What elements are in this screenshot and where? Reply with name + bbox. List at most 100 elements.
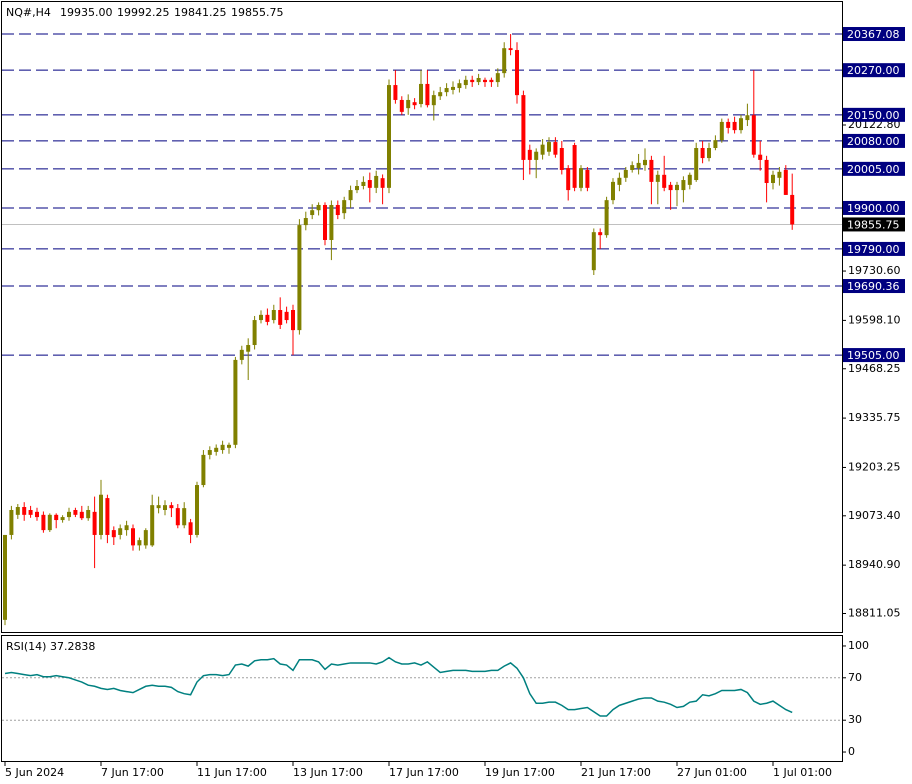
candle-body	[553, 142, 558, 155]
candle-body	[380, 178, 385, 188]
candle-body	[470, 79, 475, 83]
candle-body	[156, 505, 161, 509]
candle-body	[361, 181, 366, 186]
candle-body	[636, 162, 641, 169]
x-tick-label: 19 Jun 17:00	[485, 766, 555, 779]
candle-body	[655, 174, 660, 182]
level-label-box	[843, 27, 905, 42]
candle-body	[316, 204, 321, 211]
candle-body	[668, 184, 673, 191]
candle-body	[201, 454, 206, 486]
candle-body	[457, 83, 462, 89]
candle-body	[425, 83, 430, 106]
x-tick-label: 13 Jun 17:00	[293, 766, 363, 779]
rsi-y-tick-label: 70	[848, 671, 862, 684]
y-tick-label: 18940.90	[848, 558, 901, 571]
candle-body	[540, 144, 545, 155]
level-label-box	[843, 348, 905, 363]
candle-body	[495, 73, 500, 83]
candle-body	[771, 174, 775, 184]
y-tick-label: 18811.05	[848, 607, 901, 620]
candle-body	[3, 534, 7, 620]
candle-body	[585, 169, 590, 188]
x-tick-label: 27 Jun 01:00	[677, 766, 747, 779]
candle-body	[777, 171, 782, 178]
candle-body	[323, 204, 327, 240]
candle-body	[566, 168, 571, 191]
level-label: 19900.00	[847, 202, 900, 215]
candle-body	[572, 145, 577, 188]
candle-body	[790, 194, 795, 225]
y-tick-label: 19730.60	[848, 264, 901, 277]
candle-body	[131, 528, 135, 546]
candle-body	[604, 200, 609, 236]
candle-body	[265, 314, 270, 322]
candle-body	[207, 450, 212, 455]
candle-body	[681, 180, 686, 191]
candle-body	[438, 92, 443, 97]
level-label-box	[843, 200, 905, 215]
candle-body	[259, 314, 263, 321]
candle-body	[182, 508, 187, 526]
y-tick-label: 19073.40	[848, 509, 901, 522]
candle-body	[521, 95, 526, 160]
candle-body	[271, 310, 276, 321]
x-tick-label: 7 Jun 17:00	[101, 766, 164, 779]
x-tick-label: 1 Jul 01:00	[773, 766, 832, 779]
candle-body	[220, 444, 225, 451]
candle-body	[278, 310, 283, 325]
level-label: 20150.00	[847, 109, 900, 122]
last-price-label: 19855.75	[847, 218, 900, 231]
candle-body	[28, 509, 33, 515]
candle-body	[623, 169, 628, 178]
candle-body	[35, 511, 39, 518]
candle-body	[739, 118, 743, 131]
level-label: 19505.00	[847, 349, 900, 362]
candle-body	[662, 174, 667, 188]
candle-body	[387, 85, 391, 188]
candle-body	[150, 505, 155, 546]
candle-body	[54, 514, 59, 521]
candle-body	[559, 148, 564, 170]
y-tick-label: 19598.10	[848, 313, 901, 326]
rsi-y-tick-label: 100	[848, 639, 869, 652]
candle-body	[611, 181, 615, 201]
candle-body	[310, 210, 315, 216]
candle-body	[47, 514, 52, 531]
y-tick-label: 19335.75	[848, 411, 901, 424]
candle-body	[547, 142, 551, 152]
candle-body	[291, 310, 295, 331]
x-tick-label: 11 Jun 17:00	[197, 766, 267, 779]
candle-body	[751, 115, 756, 155]
level-label: 19790.00	[847, 243, 900, 256]
candle-body	[246, 345, 251, 352]
candle-body	[188, 522, 193, 535]
candle-body	[303, 218, 308, 226]
last-price-box	[843, 217, 905, 232]
candle-body	[67, 511, 71, 518]
ohlc-low: 19841.25	[174, 6, 227, 19]
rsi-y-tick-label: 30	[848, 713, 862, 726]
candle-body	[22, 507, 27, 515]
y-tick-label: 19468.25	[848, 362, 901, 375]
level-label: 20270.00	[847, 64, 900, 77]
candle-body	[73, 509, 78, 515]
candle-body	[444, 88, 449, 93]
candle-body	[86, 509, 91, 519]
candle-body	[399, 99, 404, 112]
y-tick-label: 19203.25	[848, 460, 901, 473]
candle-body	[726, 121, 731, 128]
candle-body	[105, 498, 110, 535]
candle-body	[348, 190, 353, 201]
candle-body	[79, 511, 84, 519]
candle-body	[137, 540, 142, 546]
rsi-line	[4, 656, 793, 717]
candle-body	[227, 444, 231, 448]
ohlc-open: 19935.00	[60, 6, 113, 19]
x-tick-label: 5 Jun 2024	[5, 766, 64, 779]
ohlc-close: 19855.75	[231, 6, 284, 19]
level-label: 19690.36	[847, 280, 900, 293]
candle-body	[195, 485, 199, 535]
